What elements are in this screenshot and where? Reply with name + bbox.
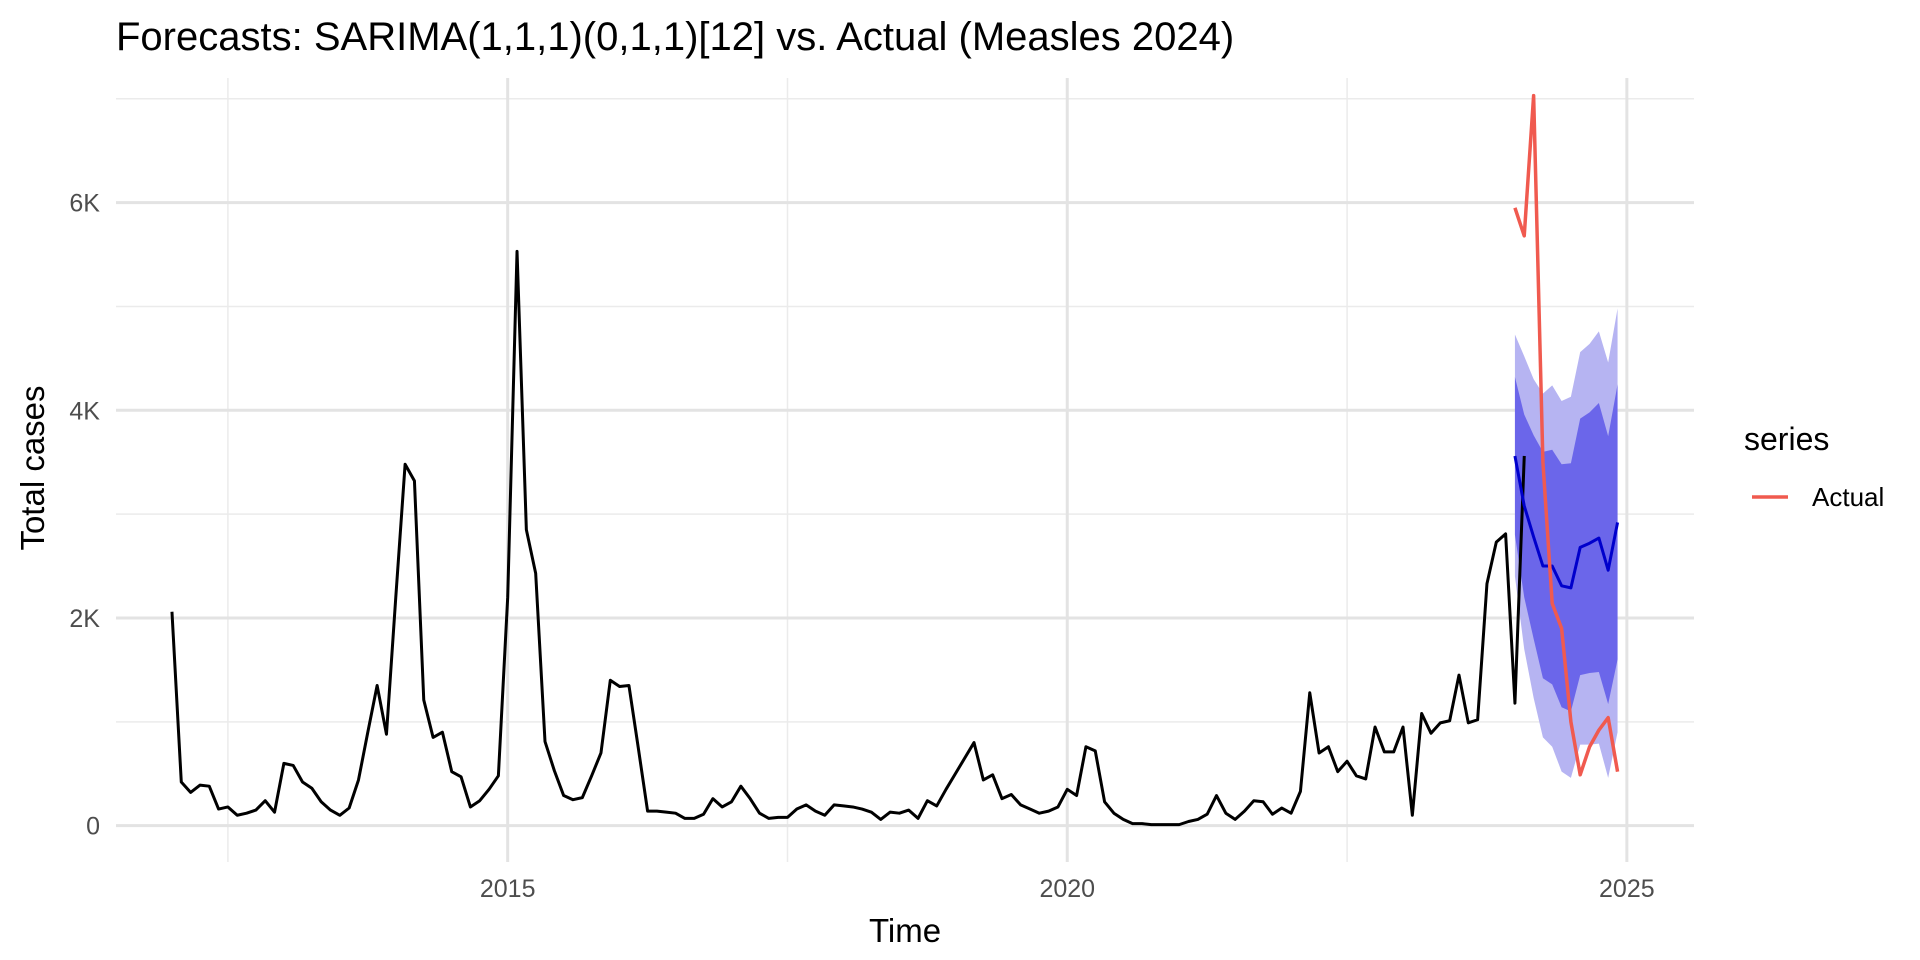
- y-axis-title: Total cases: [14, 385, 51, 550]
- x-axis-ticks: 2015 2020 2025: [480, 875, 1655, 903]
- prediction-interval-80: [1514, 377, 1618, 712]
- grid-minor: [116, 78, 1694, 862]
- y-tick-label-2: 4K: [69, 397, 100, 425]
- legend: series Actual: [1744, 421, 1884, 512]
- y-tick-label-1: 2K: [69, 605, 100, 633]
- y-axis-ticks: 0 2K 4K 6K: [69, 190, 100, 841]
- x-tick-label-1: 2020: [1039, 875, 1095, 903]
- chart-title: Forecasts: SARIMA(1,1,1)(0,1,1)[12] vs. …: [116, 15, 1234, 59]
- y-tick-label-3: 6K: [69, 190, 100, 218]
- y-tick-label-0: 0: [86, 813, 100, 841]
- actual-line: [1513, 93, 1620, 777]
- history-series: [170, 249, 1526, 827]
- actual-series: [1513, 93, 1620, 777]
- legend-title: series: [1744, 421, 1829, 457]
- x-tick-label-2: 2025: [1599, 875, 1655, 903]
- legend-label-actual: Actual: [1812, 482, 1884, 512]
- x-axis-title: Time: [869, 912, 941, 949]
- history-line: [170, 249, 1526, 827]
- pi80-band: [1514, 377, 1618, 712]
- grid-major: [116, 78, 1694, 862]
- forecast-mean-line: [1513, 455, 1620, 590]
- forecast-series: [1513, 455, 1620, 590]
- x-tick-label-0: 2015: [480, 875, 536, 903]
